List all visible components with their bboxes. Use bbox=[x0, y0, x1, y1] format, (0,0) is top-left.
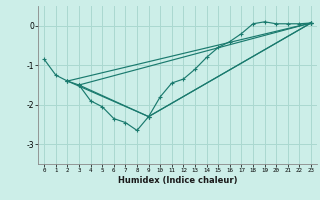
X-axis label: Humidex (Indice chaleur): Humidex (Indice chaleur) bbox=[118, 176, 237, 185]
